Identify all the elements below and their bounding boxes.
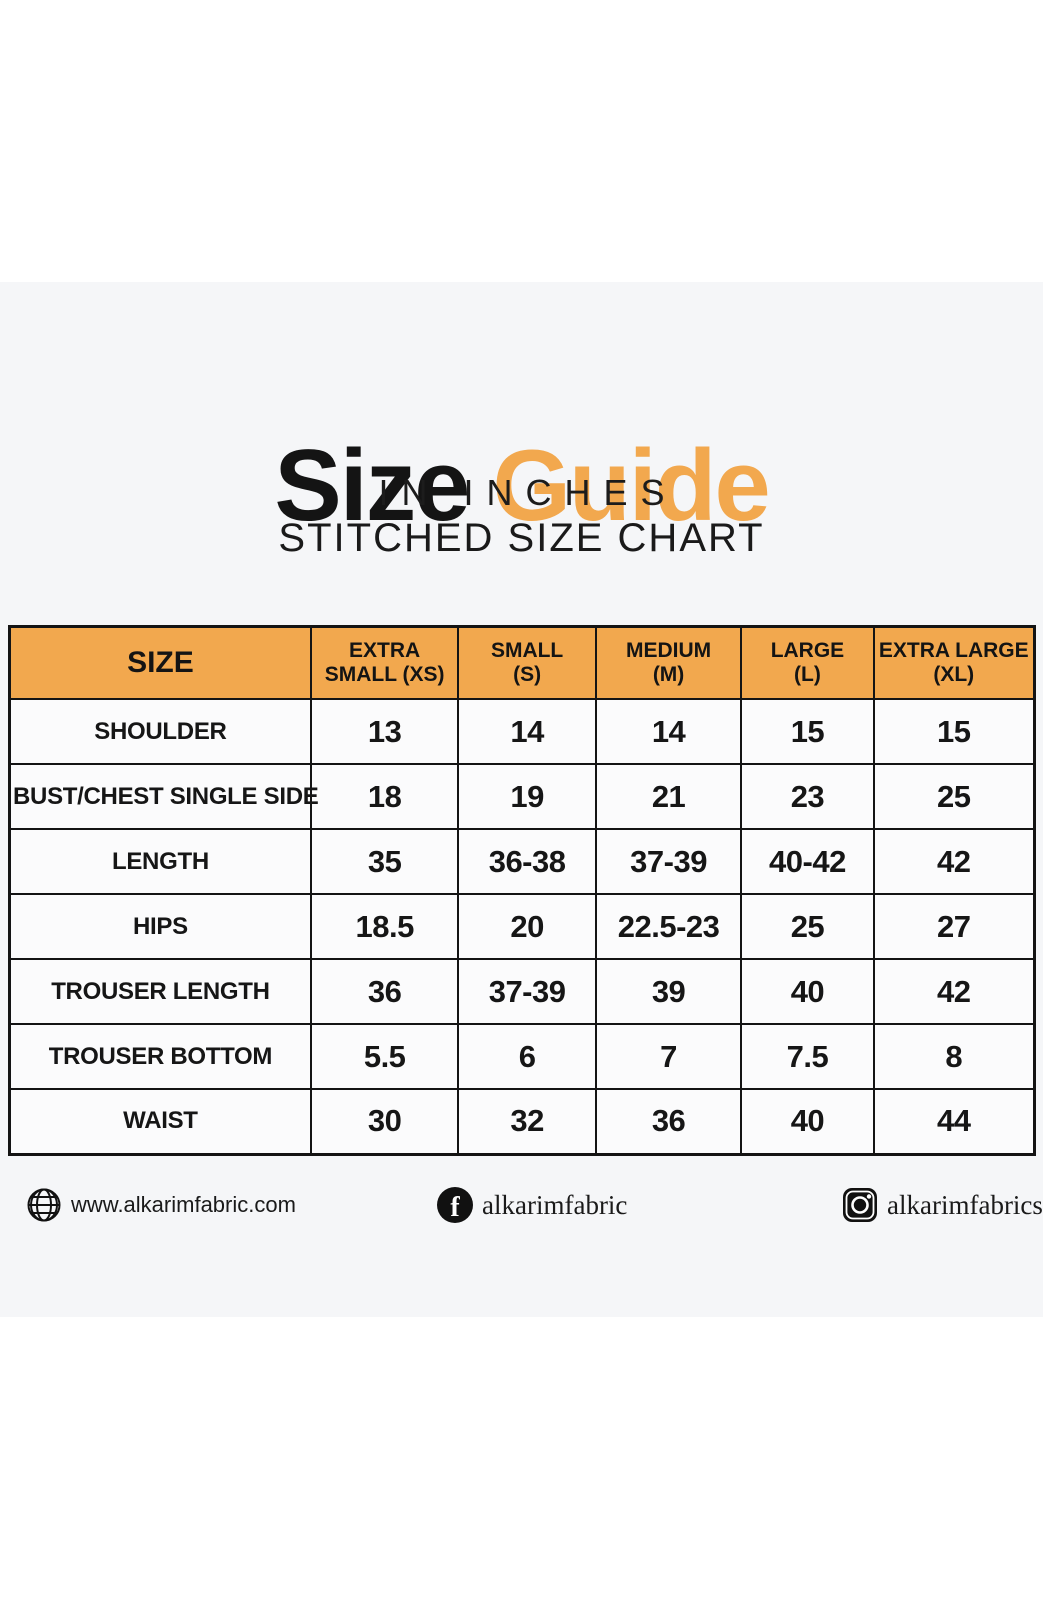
value-cell: 22.5-23 <box>594 893 743 960</box>
header-label-line2: SMALL (XS) <box>324 663 445 686</box>
row-label: HIPS <box>8 893 312 960</box>
value-cell: 8 <box>872 1023 1036 1090</box>
header-label-line1: MEDIUM <box>625 639 712 663</box>
value-cell: 40 <box>740 1088 875 1155</box>
value-cell: 21 <box>594 763 743 830</box>
table-row: BUST/CHEST SINGLE SIDE 18 19 21 23 25 <box>8 763 1036 830</box>
value-cell: 37-39 <box>457 958 597 1025</box>
page-title-word-size: Size <box>274 429 470 542</box>
header-label-line1: EXTRA <box>349 639 421 663</box>
value-cell: 39 <box>594 958 743 1025</box>
value-cell: 30 <box>309 1088 460 1155</box>
value-cell: 27 <box>872 893 1036 960</box>
footer-website: www.alkarimfabric.com <box>26 1180 296 1230</box>
value-cell: 13 <box>309 698 460 765</box>
row-label: TROUSER LENGTH <box>8 958 312 1025</box>
header-label-line1: SIZE <box>127 646 194 680</box>
header-cell-extra-large-xl: EXTRA LARGE (XL) <box>872 625 1036 700</box>
header-label-line2: (S) <box>513 663 542 686</box>
header-label-line2: (L) <box>794 663 821 686</box>
subtitle-in-inches: IN INCHES <box>378 472 678 513</box>
value-cell: 44 <box>872 1088 1036 1155</box>
footer-facebook: f alkarimfabric <box>437 1180 627 1230</box>
globe-icon <box>26 1187 62 1223</box>
row-label: SHOULDER <box>8 698 312 765</box>
footer-instagram-handle: alkarimfabrics <box>887 1189 1043 1220</box>
footer-facebook-handle: alkarimfabric <box>482 1189 628 1220</box>
header-cell-medium-m: MEDIUM (M) <box>594 625 743 700</box>
header-label-line2: (M) <box>652 663 685 686</box>
header-label-line1: EXTRA LARGE <box>878 639 1029 663</box>
facebook-icon: f <box>437 1187 473 1223</box>
page-title-word-guide: Guide <box>492 429 770 542</box>
size-table: SIZE EXTRA SMALL (XS) SMALL (S) MEDIUM (M) LARG… <box>8 625 1036 1156</box>
value-cell: 23 <box>740 763 875 830</box>
value-cell: 40 <box>740 958 875 1025</box>
value-cell: 37-39 <box>594 828 743 895</box>
value-cell: 36 <box>309 958 460 1025</box>
table-row: HIPS 18.5 20 22.5-23 25 27 <box>8 893 1036 960</box>
footer-instagram: alkarimfabrics <box>842 1180 1043 1230</box>
value-cell: 6 <box>457 1023 597 1090</box>
instagram-icon <box>842 1187 878 1223</box>
value-cell: 35 <box>309 828 460 895</box>
header-cell-large-l: LARGE (L) <box>740 625 875 700</box>
header-label-line1: SMALL <box>490 639 564 663</box>
header-cell-extra-small-xs: EXTRA SMALL (XS) <box>309 625 460 700</box>
table-row: TROUSER BOTTOM 5.5 6 7 7.5 8 <box>8 1023 1036 1090</box>
value-cell: 20 <box>457 893 597 960</box>
size-table-body: SHOULDER 13 14 14 15 15 BUST/CHEST SINGLE SIDE… <box>8 698 1036 1155</box>
row-label: BUST/CHEST SINGLE SIDE <box>8 763 319 830</box>
value-cell: 14 <box>594 698 743 765</box>
value-cell: 19 <box>457 763 597 830</box>
value-cell: 42 <box>872 958 1036 1025</box>
value-cell: 25 <box>740 893 875 960</box>
footer-website-url: www.alkarimfabric.com <box>71 1192 296 1217</box>
table-row: TROUSER LENGTH 36 37-39 39 40 42 <box>8 958 1036 1025</box>
value-cell: 15 <box>740 698 875 765</box>
value-cell: 18.5 <box>309 893 460 960</box>
value-cell: 42 <box>872 828 1036 895</box>
size-table-header-row: SIZE EXTRA SMALL (XS) SMALL (S) MEDIUM (M) LARG… <box>8 625 1036 700</box>
value-cell: 25 <box>872 763 1036 830</box>
subtitle-stitched-size-chart: STITCHED SIZE CHART <box>278 516 765 560</box>
table-row: WAIST 30 32 36 40 44 <box>8 1088 1036 1155</box>
value-cell: 7 <box>594 1023 743 1090</box>
value-cell: 18 <box>309 763 460 830</box>
page-title: Size Guide <box>0 435 1043 537</box>
value-cell: 7.5 <box>740 1023 875 1090</box>
header-cell-small-s: SMALL (S) <box>457 625 597 700</box>
table-row: LENGTH 35 36-38 37-39 40-42 42 <box>8 828 1036 895</box>
header-cell-size: SIZE <box>8 625 312 700</box>
row-label: LENGTH <box>8 828 312 895</box>
row-label: TROUSER BOTTOM <box>8 1023 312 1090</box>
footer: www.alkarimfabric.com f alkarimfabric al… <box>0 1180 1043 1230</box>
value-cell: 5.5 <box>309 1023 460 1090</box>
value-cell: 15 <box>872 698 1036 765</box>
value-cell: 14 <box>457 698 597 765</box>
header-label-line1: LARGE <box>770 639 845 663</box>
header-label-line2: (XL) <box>933 663 975 686</box>
value-cell: 36 <box>594 1088 743 1155</box>
value-cell: 36-38 <box>457 828 597 895</box>
value-cell: 32 <box>457 1088 597 1155</box>
row-label: WAIST <box>8 1088 312 1155</box>
value-cell: 40-42 <box>740 828 875 895</box>
table-row: SHOULDER 13 14 14 15 15 <box>8 698 1036 765</box>
